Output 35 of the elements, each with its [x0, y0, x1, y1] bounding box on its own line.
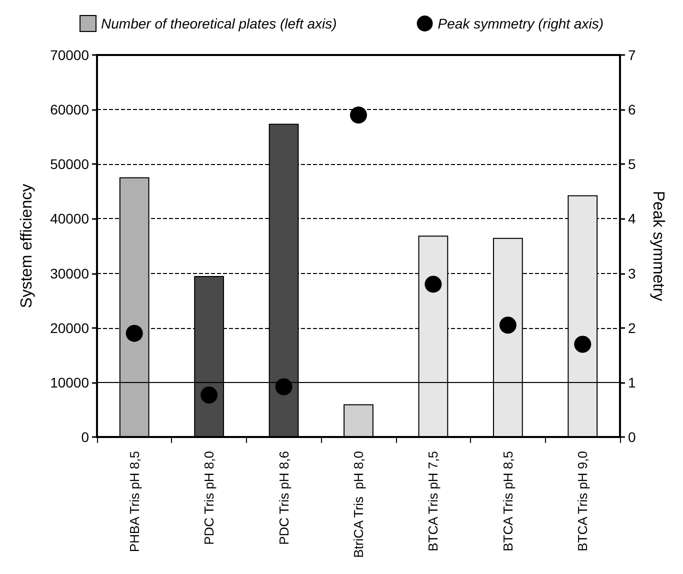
y-tick-label: 60000	[50, 102, 90, 118]
y-tick-label: 20000	[50, 320, 90, 336]
y-tick-label: 50000	[50, 156, 90, 172]
x-tick-label: BTCA Tris pH 8,5	[500, 451, 516, 552]
y-tick-label: 0	[81, 429, 90, 445]
y2-axis-title: Peak symmetry	[650, 190, 666, 302]
bar	[344, 404, 374, 437]
point	[200, 386, 218, 404]
x-tick-label: BTCA Tris pH 9,0	[575, 451, 590, 552]
x-tick-label: PDC Tris pH 8,0	[202, 451, 217, 545]
y2-tick-label: 5	[628, 156, 636, 172]
y-axis-title: System efficiency	[18, 184, 36, 308]
y-tick-label: 70000	[50, 47, 90, 63]
x-tick-label: BtriCA Tris pH 8,0	[351, 451, 366, 558]
x-tick-label: PHBA Tris pH 8,5	[126, 451, 142, 552]
point	[350, 106, 367, 124]
legend-label: Peak symmetry (right axis)	[438, 16, 604, 32]
point	[499, 316, 516, 334]
y-tick-label: 10000	[50, 374, 90, 390]
point	[126, 324, 143, 342]
y-tick-label: 40000	[50, 210, 90, 227]
point	[424, 276, 442, 293]
y-tick-label: 30000	[50, 265, 90, 282]
y2-tick-label: 3	[628, 265, 636, 282]
legend-label: Number of theoretical plates (left axis)	[101, 16, 337, 32]
y2-tick-label: 1	[628, 374, 636, 390]
y2-tick-label: 7	[628, 47, 636, 63]
y2-tick-label: 2	[628, 320, 636, 336]
y2-tick-label: 6	[628, 102, 636, 118]
point	[574, 336, 592, 353]
point	[275, 378, 292, 396]
y2-tick-label: 0	[628, 429, 636, 445]
x-tick-label: BTCA Tris pH 7,5	[426, 451, 441, 552]
x-tick-label: PDC Tris pH 8,6	[276, 451, 292, 545]
y2-tick-label: 4	[628, 210, 636, 227]
